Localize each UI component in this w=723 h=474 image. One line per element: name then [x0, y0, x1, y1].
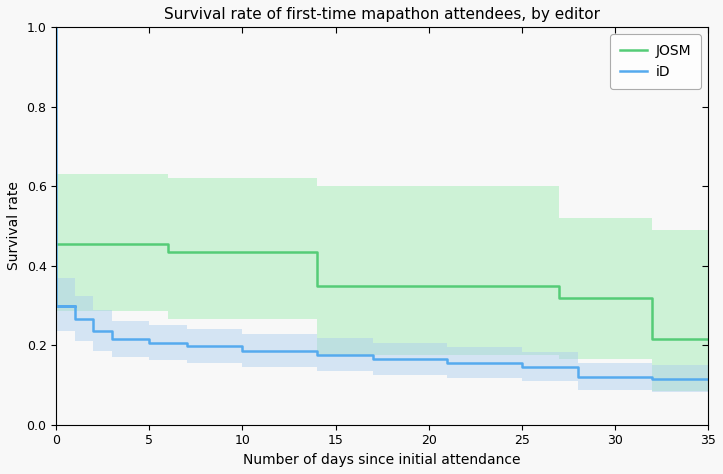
JOSM	[163, 249, 172, 255]
iD	[573, 374, 582, 380]
Line: JOSM: JOSM	[56, 244, 708, 339]
Legend: JOSM, iD: JOSM, iD	[610, 34, 701, 89]
Line: iD: iD	[56, 27, 708, 379]
JOSM	[555, 283, 563, 289]
X-axis label: Number of days since initial attendance: Number of days since initial attendance	[244, 453, 521, 467]
iD	[703, 376, 712, 382]
JOSM	[163, 241, 172, 247]
Y-axis label: Survival rate: Survival rate	[7, 182, 21, 271]
iD	[52, 303, 61, 309]
iD	[52, 164, 61, 169]
iD	[238, 344, 247, 349]
iD	[312, 352, 321, 358]
iD	[518, 365, 526, 370]
JOSM	[648, 295, 656, 301]
iD	[89, 317, 98, 322]
iD	[52, 25, 61, 30]
iD	[108, 337, 116, 342]
iD	[648, 376, 656, 382]
iD	[89, 328, 98, 334]
iD	[573, 365, 582, 370]
Title: Survival rate of first-time mapathon attendees, by editor: Survival rate of first-time mapathon att…	[164, 7, 600, 22]
iD	[238, 348, 247, 354]
iD	[182, 340, 191, 346]
iD	[369, 352, 377, 358]
iD	[648, 374, 656, 380]
iD	[52, 303, 61, 309]
JOSM	[555, 295, 563, 301]
iD	[443, 360, 452, 366]
JOSM	[312, 249, 321, 255]
iD	[71, 317, 80, 322]
iD	[312, 348, 321, 354]
iD	[369, 356, 377, 362]
iD	[71, 303, 80, 309]
JOSM	[703, 337, 712, 342]
iD	[182, 344, 191, 349]
iD	[71, 303, 80, 309]
JOSM	[648, 337, 656, 342]
iD	[145, 340, 154, 346]
iD	[108, 328, 116, 334]
iD	[443, 356, 452, 362]
JOSM	[52, 241, 61, 247]
iD	[518, 360, 526, 366]
iD	[145, 337, 154, 342]
JOSM	[312, 283, 321, 289]
